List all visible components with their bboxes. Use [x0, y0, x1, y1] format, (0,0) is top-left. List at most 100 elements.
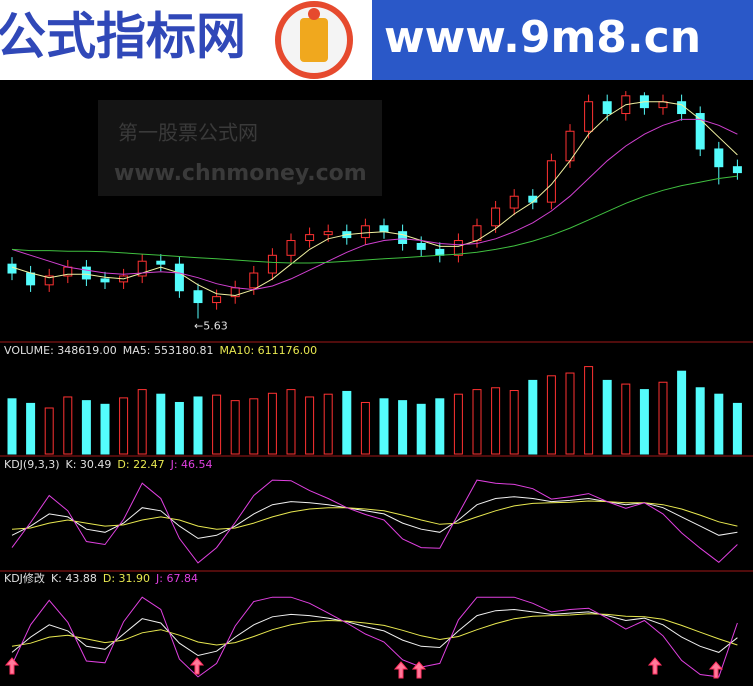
readout: KDJ修改 K: 43.88 D: 31.90 J: 67.84 [4, 571, 198, 585]
readout-item: K: 43.88 [51, 572, 97, 585]
volume-bar [193, 396, 203, 455]
candle-body [212, 296, 222, 304]
volume-bar [81, 400, 91, 455]
candle-body [398, 231, 408, 244]
candle-body [677, 101, 687, 115]
volume-bar [621, 383, 631, 455]
volume-bar [472, 389, 482, 455]
volume-bar [119, 397, 129, 455]
candle-body [267, 254, 277, 274]
watermark-url: www.chnmoney.com [114, 161, 367, 186]
volume-bar [714, 393, 724, 455]
candle-body [174, 263, 184, 292]
readout: VOLUME: 348619.00 MA5: 553180.81 MA10: 611… [4, 344, 317, 357]
volume-bar [416, 403, 426, 455]
readout-item: J: 46.54 [170, 458, 213, 471]
candle-body [249, 272, 259, 289]
line [11, 596, 738, 678]
candle-body [379, 225, 389, 233]
readout-item: KDJ修改 [4, 571, 45, 585]
readout-item: VOLUME: 348619.00 [4, 344, 117, 357]
volume-bar [305, 396, 315, 455]
volume-bar [26, 402, 36, 455]
line [11, 118, 738, 291]
volume-bar [360, 401, 370, 455]
candle-body [323, 231, 333, 236]
volume-bar [323, 393, 333, 455]
candle-body [416, 242, 426, 250]
watermark-box [98, 100, 382, 196]
volume-bar [602, 379, 612, 455]
line [11, 608, 738, 657]
volume-bar [546, 375, 556, 455]
candle-body [305, 234, 315, 242]
site-url: www.9m8.cn [384, 12, 701, 63]
candle-body [156, 260, 166, 265]
volume-bar [509, 390, 519, 455]
line [11, 613, 738, 647]
candle-body [491, 207, 501, 227]
candle-body [435, 248, 445, 256]
volume-bar [249, 398, 259, 455]
candle-body [193, 290, 203, 304]
volume-bar [212, 394, 222, 455]
volume-bar [435, 398, 445, 455]
candle-body [137, 260, 147, 277]
volume-bar [565, 372, 575, 455]
volume-bar [230, 400, 240, 455]
readout-item: J: 67.84 [155, 572, 198, 585]
banner-url-box [372, 0, 753, 80]
readout-item: K: 30.49 [66, 458, 112, 471]
readout-item: MA5: 553180.81 [123, 344, 214, 357]
volume-bar [44, 407, 54, 455]
candle-body [286, 240, 296, 256]
volume-bar [398, 400, 408, 455]
candle-body [509, 195, 519, 209]
watermark-title: 第一股票公式网 [118, 121, 258, 145]
candle-body [695, 113, 705, 150]
volume-bar [156, 393, 166, 455]
volume-bar [528, 379, 538, 455]
signal-arrows [4, 657, 724, 679]
candle-body [546, 160, 556, 203]
line [11, 479, 738, 564]
line [11, 496, 738, 539]
volume-bar [379, 398, 389, 455]
volume-bar [677, 370, 687, 455]
readout-item: D: 31.90 [103, 572, 150, 585]
volume-bar [286, 389, 296, 455]
candle-body [584, 101, 594, 132]
candle-body [453, 240, 463, 256]
readout: KDJ(9,3,3) K: 30.49 D: 22.47 J: 46.54 [4, 458, 213, 471]
candle-body [81, 266, 91, 280]
line [11, 500, 738, 530]
readout-item: D: 22.47 [117, 458, 164, 471]
volume-bar [137, 389, 147, 455]
candle-body [100, 278, 110, 283]
site-name: 公式指标网 [0, 8, 246, 66]
candle-body [26, 272, 36, 286]
line [11, 175, 738, 264]
low-annotation: ←5.63 [194, 320, 228, 333]
line [11, 101, 738, 297]
candle-body [7, 263, 17, 274]
volume-bar [658, 381, 668, 455]
volume-bar [732, 402, 742, 455]
candle-body [714, 148, 724, 168]
logo [275, 1, 353, 79]
volume-bar [7, 398, 17, 455]
volume-bar [491, 387, 501, 455]
volume-bar [267, 392, 277, 455]
volume-bar [63, 396, 73, 455]
volume-bar [584, 366, 594, 455]
readout-item: MA10: 611176.00 [219, 344, 317, 357]
volume-bar [174, 401, 184, 455]
volume-bar [639, 389, 649, 455]
candle-body [732, 166, 742, 174]
candle-body [602, 101, 612, 115]
candle-body [44, 275, 54, 286]
candle-body [360, 225, 370, 239]
volume-bar [695, 387, 705, 455]
